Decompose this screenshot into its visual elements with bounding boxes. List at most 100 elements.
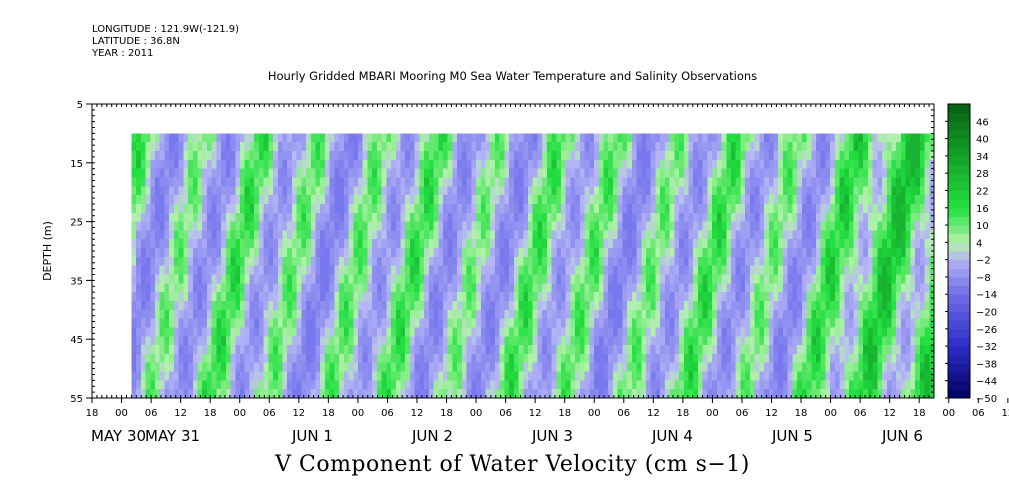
heatmap-cell bbox=[140, 362, 147, 373]
heatmap-cell bbox=[622, 248, 628, 258]
heatmap-cell bbox=[773, 309, 779, 320]
heatmap-cell bbox=[664, 283, 671, 293]
heatmap-cell bbox=[277, 353, 284, 364]
heatmap-cell bbox=[221, 389, 227, 399]
heatmap-cell bbox=[721, 239, 727, 249]
heatmap-cell bbox=[192, 256, 199, 267]
heatmap-cell bbox=[391, 159, 397, 170]
heatmap-cell bbox=[310, 336, 317, 346]
heatmap-cell bbox=[499, 159, 505, 170]
heatmap-cell bbox=[235, 274, 241, 284]
heatmap-cell bbox=[178, 380, 184, 390]
heatmap-cell bbox=[287, 168, 293, 179]
heatmap-cell bbox=[287, 274, 293, 284]
heatmap-cell bbox=[849, 380, 855, 390]
heatmap-cell bbox=[627, 371, 633, 381]
heatmap-cell bbox=[891, 283, 897, 293]
heatmap-cell bbox=[230, 186, 236, 196]
heatmap-cell bbox=[579, 283, 586, 293]
heatmap-cell bbox=[159, 318, 166, 329]
heatmap-cell bbox=[376, 318, 383, 329]
heatmap-cell bbox=[900, 248, 907, 258]
heatmap-cell bbox=[155, 248, 161, 258]
heatmap-cell bbox=[858, 177, 864, 187]
heatmap-cell bbox=[768, 133, 775, 143]
heatmap-cell bbox=[239, 318, 246, 329]
heatmap-cell bbox=[442, 336, 449, 346]
heatmap-cell bbox=[343, 142, 350, 152]
heatmap-cell bbox=[400, 380, 406, 390]
heatmap-cell bbox=[372, 283, 378, 293]
heatmap-cell bbox=[320, 159, 326, 170]
heatmap-cell bbox=[655, 195, 661, 205]
heatmap-cell bbox=[225, 133, 232, 143]
heatmap-cell bbox=[877, 336, 883, 346]
heatmap-cell bbox=[409, 300, 416, 311]
heatmap-cell bbox=[485, 327, 491, 337]
heatmap-cell bbox=[679, 221, 685, 232]
heatmap-cell bbox=[230, 230, 236, 240]
heatmap-cell bbox=[730, 362, 737, 373]
heatmap-cell bbox=[820, 239, 827, 249]
heatmap-cell bbox=[173, 283, 180, 293]
heatmap-cell bbox=[395, 300, 402, 311]
heatmap-cell bbox=[263, 336, 269, 346]
heatmap-cell bbox=[679, 274, 685, 284]
heatmap-cell bbox=[145, 168, 151, 179]
heatmap-cell bbox=[164, 292, 170, 302]
heatmap-cell bbox=[376, 362, 383, 373]
heatmap-cell bbox=[343, 265, 350, 276]
heatmap-cell bbox=[749, 203, 756, 214]
heatmap-cell bbox=[655, 203, 661, 214]
heatmap-cell bbox=[291, 159, 298, 170]
heatmap-cell bbox=[315, 389, 321, 399]
heatmap-cell bbox=[561, 327, 567, 337]
heatmap-cell bbox=[811, 380, 817, 390]
heatmap-cell bbox=[239, 221, 246, 232]
heatmap-cell bbox=[173, 309, 180, 320]
heatmap-cell bbox=[679, 256, 685, 267]
heatmap-cell bbox=[745, 353, 751, 364]
heatmap-cell bbox=[173, 212, 180, 223]
heatmap-cell bbox=[334, 203, 340, 214]
heatmap-cell bbox=[622, 283, 628, 293]
heatmap-cell bbox=[532, 212, 539, 223]
heatmap-cell bbox=[353, 274, 359, 284]
heatmap-cell bbox=[778, 389, 784, 399]
heatmap-cell bbox=[608, 248, 614, 258]
heatmap-cell bbox=[641, 345, 647, 355]
heatmap-cell bbox=[730, 265, 737, 276]
heatmap-cell bbox=[518, 380, 524, 390]
heatmap-cell bbox=[457, 300, 463, 311]
heatmap-cell bbox=[683, 221, 690, 232]
heatmap-cell bbox=[532, 380, 539, 390]
heatmap-cell bbox=[669, 168, 675, 179]
heatmap-cell bbox=[258, 142, 265, 152]
heatmap-cell bbox=[457, 371, 463, 381]
heatmap-cell bbox=[159, 292, 166, 302]
heatmap-cell bbox=[381, 133, 387, 143]
heatmap-cell bbox=[391, 371, 397, 381]
heatmap-cell bbox=[551, 380, 557, 390]
heatmap-cell bbox=[235, 195, 241, 205]
heatmap-cell bbox=[608, 256, 614, 267]
heatmap-cell bbox=[877, 327, 883, 337]
heatmap-cell bbox=[376, 133, 383, 143]
heatmap-cell bbox=[730, 318, 737, 329]
heatmap-cell bbox=[674, 265, 680, 276]
heatmap-cell bbox=[537, 142, 543, 152]
heatmap-cell bbox=[716, 274, 723, 284]
heatmap-cell bbox=[405, 327, 411, 337]
heatmap-cell bbox=[627, 389, 633, 399]
heatmap-cell bbox=[376, 327, 383, 337]
heatmap-cell bbox=[603, 186, 609, 196]
heatmap-cell bbox=[801, 159, 808, 170]
heatmap-cell bbox=[726, 327, 732, 337]
heatmap-cell bbox=[768, 256, 775, 267]
heatmap-cell bbox=[414, 159, 420, 170]
heatmap-cell bbox=[730, 345, 737, 355]
heatmap-cell bbox=[466, 177, 472, 187]
heatmap-cell bbox=[414, 221, 420, 232]
heatmap-cell bbox=[258, 221, 265, 232]
heatmap-cell bbox=[291, 203, 298, 214]
